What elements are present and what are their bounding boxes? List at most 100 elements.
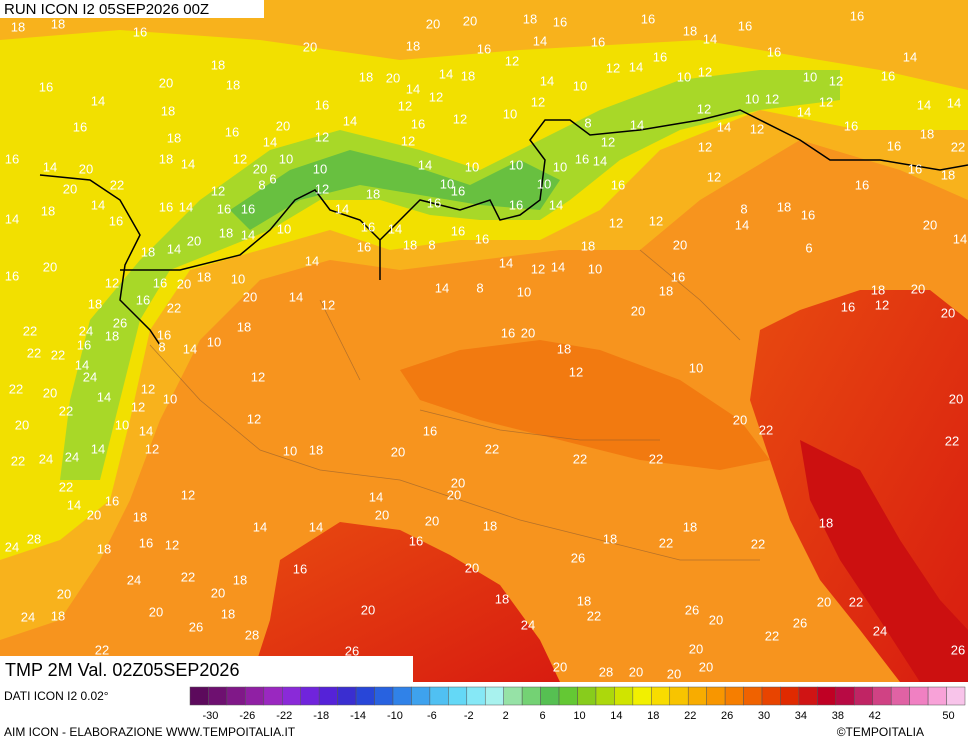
temperature-label: 14: [499, 255, 513, 270]
temperature-label: 16: [159, 199, 173, 214]
temperature-label: 16: [315, 97, 329, 112]
credit: AIM ICON - ELABORAZIONE WWW.TEMPOITALIA.…: [4, 725, 296, 739]
temperature-label: 14: [91, 197, 105, 212]
temperature-label: 10: [689, 360, 703, 375]
temperature-label: 16: [73, 119, 87, 134]
temperature-label: 12: [145, 441, 159, 456]
color-swatch: [429, 686, 449, 706]
color-swatch: [466, 686, 486, 706]
temperature-label: 16: [477, 41, 491, 56]
temperature-label: 12: [829, 73, 843, 88]
color-swatch: [927, 686, 947, 706]
temperature-label: 10: [677, 69, 691, 84]
temperature-label: 20: [451, 475, 465, 490]
color-swatch: [189, 686, 209, 706]
legend-tick-label: -14: [350, 710, 366, 722]
temperature-label: 14: [435, 280, 449, 295]
temperature-label: 16: [671, 269, 685, 284]
temperature-label: 20: [57, 586, 71, 601]
temperature-label: 16: [801, 207, 815, 222]
temperature-label: 12: [707, 169, 721, 184]
temperature-label: 20: [629, 664, 643, 679]
temperature-label: 14: [735, 217, 749, 232]
alps-high: [230, 150, 560, 230]
color-swatch: [651, 686, 671, 706]
temperature-label: 24: [521, 617, 535, 632]
temperature-label: 20: [159, 75, 173, 90]
valid-box: [0, 656, 413, 683]
temperature-label: 14: [91, 441, 105, 456]
temperature-label: 22: [485, 441, 499, 456]
temperature-label: 14: [439, 66, 453, 81]
temperature-label: 20: [149, 604, 163, 619]
temperature-label: 14: [903, 49, 917, 64]
temperature-label: 20: [447, 487, 461, 502]
temperature-label: 12: [609, 215, 623, 230]
temperature-label: 20: [79, 161, 93, 176]
temperature-label: 18: [495, 591, 509, 606]
color-swatch: [890, 686, 910, 706]
color-swatch: [226, 686, 246, 706]
temperature-label: 16: [133, 24, 147, 39]
color-swatch: [300, 686, 320, 706]
temperature-label: 20: [941, 305, 955, 320]
po-valley: [400, 340, 770, 470]
temperature-label: 16: [451, 223, 465, 238]
temperature-label: 18: [920, 126, 934, 141]
temperature-label: 18: [105, 328, 119, 343]
temperature-label: 18: [819, 515, 833, 530]
temperature-label: 20: [361, 602, 375, 617]
temperature-label: 12: [141, 381, 155, 396]
temperature-label: 14: [305, 253, 319, 268]
temperature-label: 28: [245, 627, 259, 642]
legend-tick-label: 2: [503, 710, 509, 722]
temperature-label: 14: [418, 157, 432, 172]
temperature-label: 14: [183, 341, 197, 356]
run-box: [0, 0, 264, 18]
legend-tick-label: 10: [573, 710, 585, 722]
temperature-label: 24: [21, 609, 35, 624]
color-swatch: [798, 686, 818, 706]
temperature-label: 16: [225, 124, 239, 139]
temperature-label: 10: [277, 221, 291, 236]
color-swatch: [669, 686, 689, 706]
temperature-label: 20: [553, 659, 567, 674]
color-swatch: [208, 686, 228, 706]
temperature-label: 12: [531, 94, 545, 109]
temperature-label: 14: [263, 134, 277, 149]
temperature-label: 14: [343, 113, 357, 128]
legend-tick-label: 14: [610, 710, 622, 722]
temperature-label: 26: [951, 642, 965, 657]
legend-tick-label: -22: [276, 710, 292, 722]
temperature-label: 18: [133, 509, 147, 524]
temperature-label: 12: [601, 134, 615, 149]
temperature-label: 22: [9, 381, 23, 396]
temperature-label: 14: [289, 289, 303, 304]
temperature-label: 14: [703, 31, 717, 46]
temperature-label: 10: [588, 261, 602, 276]
temperature-label: 18: [237, 319, 251, 334]
temperature-label: 16: [423, 423, 437, 438]
temperature-label: 16: [105, 493, 119, 508]
temperature-label: 14: [253, 519, 267, 534]
color-swatch: [263, 686, 283, 706]
temperature-label: 18: [941, 167, 955, 182]
temperature-label: 12: [698, 139, 712, 154]
color-swatch: [780, 686, 800, 706]
temperature-label: 22: [751, 536, 765, 551]
temperature-label: 16: [357, 239, 371, 254]
temperature-label: 26: [113, 315, 127, 330]
temperature-label: 16: [5, 268, 19, 283]
temperature-label: 14: [540, 73, 554, 88]
temperature-label: 20: [689, 641, 703, 656]
temperature-label: 16: [77, 337, 91, 352]
temperature-label: 14: [953, 231, 967, 246]
color-swatch: [540, 686, 560, 706]
temperature-label: 14: [179, 199, 193, 214]
temperature-label: 16: [841, 299, 855, 314]
temperature-label: 24: [83, 369, 97, 384]
temperature-label: 22: [23, 323, 37, 338]
temperature-label: 20: [923, 217, 937, 232]
temperature-label: 22: [59, 403, 73, 418]
